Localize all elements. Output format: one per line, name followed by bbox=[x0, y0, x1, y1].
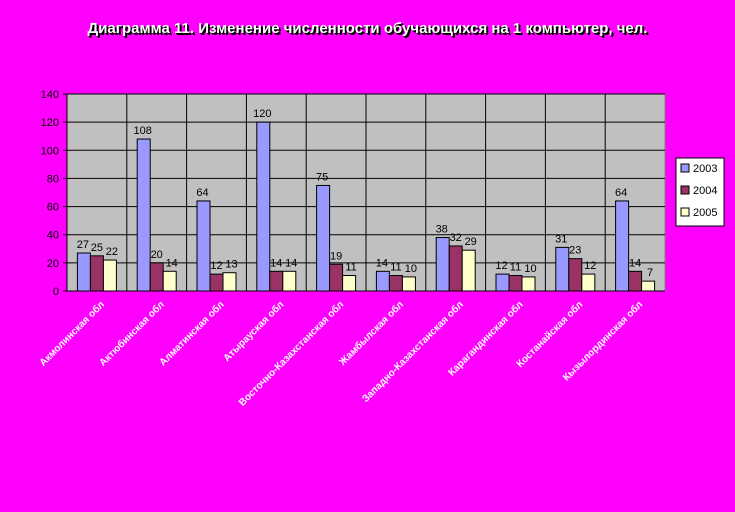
y-tick-label: 140 bbox=[41, 89, 59, 101]
bar-2003-10 bbox=[615, 200, 630, 292]
data-label: 75 bbox=[316, 171, 328, 183]
bar-2005-4 bbox=[282, 270, 297, 292]
y-tick-label: 120 bbox=[41, 117, 59, 129]
data-label: 108 bbox=[134, 125, 152, 137]
bar-2003-1 bbox=[76, 252, 91, 292]
bar-2004-3 bbox=[209, 273, 224, 292]
x-category-label: Костанайская обл bbox=[514, 299, 585, 370]
y-tick-label: 20 bbox=[47, 258, 59, 270]
data-label: 31 bbox=[555, 233, 567, 245]
data-label: 12 bbox=[495, 260, 507, 272]
bar-2004-6 bbox=[388, 275, 403, 292]
data-label: 11 bbox=[390, 262, 401, 274]
bar-2004-8 bbox=[508, 275, 523, 292]
bar-2004-1 bbox=[89, 255, 104, 292]
bar-2003-7 bbox=[435, 237, 450, 292]
bar-2005-1 bbox=[102, 259, 117, 292]
legend-swatch-2005 bbox=[680, 207, 690, 217]
bar-2005-10 bbox=[641, 280, 656, 292]
y-tick-label: 100 bbox=[41, 145, 59, 157]
bar-2003-5 bbox=[316, 184, 331, 292]
legend-swatch-2004 bbox=[680, 185, 690, 195]
x-category-label: Восточно-Казахстанская обл bbox=[236, 299, 346, 409]
bar-2004-9 bbox=[568, 258, 583, 292]
y-tick-label: 80 bbox=[47, 173, 59, 185]
bar-2003-6 bbox=[375, 270, 390, 292]
bar-2004-10 bbox=[628, 270, 643, 292]
bar-2003-9 bbox=[555, 246, 570, 292]
bar-2004-4 bbox=[269, 270, 284, 292]
bar-2004-5 bbox=[329, 263, 344, 292]
legend-label: 2005 bbox=[693, 207, 717, 219]
bar-2005-6 bbox=[401, 276, 416, 292]
data-label: 32 bbox=[450, 232, 462, 244]
data-label: 14 bbox=[629, 257, 641, 269]
data-label: 22 bbox=[106, 246, 118, 258]
bar-2004-2 bbox=[149, 262, 164, 292]
x-category-label: Актюбинская обл bbox=[97, 299, 167, 369]
data-label: 29 bbox=[465, 236, 477, 248]
data-label: 10 bbox=[524, 263, 536, 275]
bar-2005-2 bbox=[162, 270, 177, 292]
y-tick-label: 60 bbox=[47, 202, 59, 214]
data-label: 25 bbox=[91, 242, 103, 254]
x-category-label: Акмолинская обл bbox=[37, 299, 107, 369]
bar-2005-5 bbox=[342, 275, 357, 292]
x-category-label: Алматинская обл bbox=[157, 299, 227, 369]
legend-label: 2003 bbox=[693, 163, 717, 175]
data-label: 14 bbox=[285, 257, 297, 269]
data-label: 14 bbox=[270, 257, 282, 269]
bar-2003-3 bbox=[196, 200, 211, 292]
data-label: 64 bbox=[615, 187, 627, 199]
bar-2005-9 bbox=[581, 273, 596, 292]
legend-label: 2004 bbox=[693, 185, 717, 197]
bar-2005-8 bbox=[521, 276, 536, 292]
bar-2003-2 bbox=[136, 138, 151, 292]
bar-2005-3 bbox=[222, 272, 237, 292]
data-label: 11 bbox=[510, 262, 521, 274]
x-category-label: Западно-Казахстанская обл bbox=[360, 299, 466, 405]
data-label: 120 bbox=[253, 108, 271, 120]
data-label: 27 bbox=[77, 239, 89, 251]
bar-2005-7 bbox=[461, 249, 476, 292]
data-label: 11 bbox=[345, 262, 356, 274]
data-label: 14 bbox=[376, 257, 388, 269]
data-label: 20 bbox=[151, 249, 163, 261]
data-label: 23 bbox=[569, 245, 581, 257]
bar-2004-7 bbox=[448, 245, 463, 292]
legend-swatch-2003 bbox=[680, 163, 690, 173]
x-category-label: Жамбылская обл bbox=[336, 299, 406, 369]
bar-2003-8 bbox=[495, 273, 510, 292]
x-category-label: Атырауская обл bbox=[221, 299, 287, 365]
data-label: 64 bbox=[196, 187, 208, 199]
y-tick-label: 0 bbox=[53, 286, 59, 298]
data-label: 10 bbox=[405, 263, 417, 275]
bar-2003-4 bbox=[256, 121, 271, 292]
data-label: 14 bbox=[166, 257, 178, 269]
y-tick-label: 40 bbox=[47, 230, 59, 242]
data-label: 13 bbox=[225, 259, 237, 271]
data-label: 7 bbox=[647, 267, 653, 279]
data-label: 12 bbox=[210, 260, 222, 272]
data-label: 19 bbox=[330, 250, 342, 262]
data-label: 38 bbox=[436, 224, 448, 236]
data-label: 12 bbox=[584, 260, 596, 272]
chart-title: Диаграмма 11. Изменение численности обуч… bbox=[87, 20, 648, 37]
